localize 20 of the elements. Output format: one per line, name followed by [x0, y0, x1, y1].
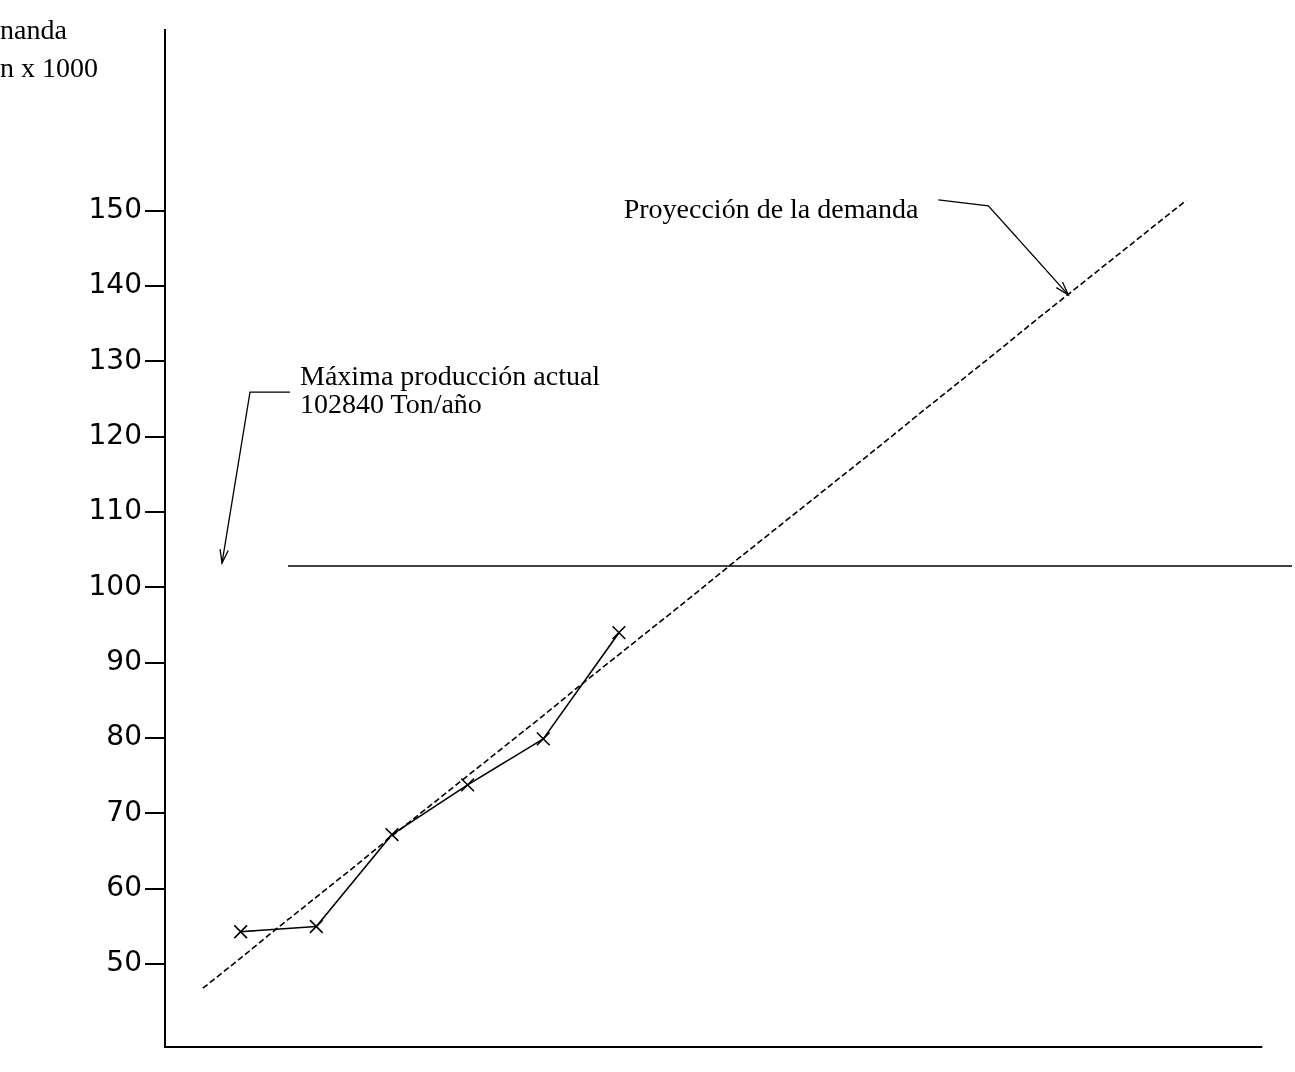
point [536, 731, 551, 747]
point [384, 827, 400, 842]
y-tick-label: 100 [88, 568, 142, 602]
ref-line-label: Máxima producción actual 102840 Ton/año [300, 360, 601, 420]
y-tick-label: 50 [106, 945, 142, 979]
point [611, 625, 627, 640]
point [233, 924, 248, 939]
y-tick-label: 80 [106, 719, 142, 753]
y-tick-label: 130 [88, 342, 142, 376]
y-tick-label: 120 [88, 418, 142, 452]
point [460, 777, 475, 792]
y-tick-label: 70 [106, 794, 142, 828]
y-tick-label: 150 [88, 192, 142, 226]
y-tick-label: 140 [88, 267, 142, 301]
point [309, 919, 324, 934]
y-axis-title: nanda n x 1000 [0, 14, 98, 84]
y-tick-label: 110 [88, 493, 142, 527]
y-tick-label: 90 [106, 644, 142, 678]
annotation: Proyección de la demanda [623, 193, 919, 225]
y-tick-label: 60 [106, 870, 142, 904]
